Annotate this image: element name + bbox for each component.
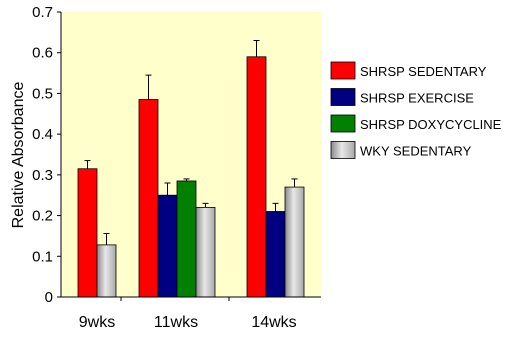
bar-11wks-2 — [157, 194, 178, 298]
legend: SHRSP SEDENTARY SHRSP EXERCISE SHRSP DOXYC… — [330, 61, 502, 159]
bar-11wks-1 — [138, 99, 159, 298]
y-tick-label: 0.4 — [32, 126, 53, 143]
legend-swatch — [330, 114, 356, 133]
y-axis-label: Relative Absorbance — [10, 82, 27, 229]
bar-14wks-1 — [246, 56, 267, 298]
bar-11wks-4 — [195, 207, 216, 298]
axes-layer: 0 0.1 0.2 0.3 0.4 0.5 0.6 0.7 9wks 11wks 14wks — [32, 4, 321, 331]
legend-label: SHRSP SEDENTARY — [360, 64, 487, 79]
x-tick-label: 9wks — [79, 314, 115, 331]
bar-14wks-2 — [265, 211, 286, 298]
y-tick-label: 0 — [45, 289, 53, 306]
x-tick-label: 14wks — [251, 314, 296, 331]
x-tick-label: 11wks — [154, 314, 198, 331]
bar-9wks-1 — [77, 168, 98, 298]
legend-swatch — [330, 61, 356, 80]
y-tick-label: 0.1 — [32, 248, 53, 265]
y-tick-label: 0.7 — [32, 4, 53, 21]
y-tick-label: 0.3 — [32, 167, 53, 184]
y-tick-label: 0.2 — [32, 208, 53, 225]
bar-9wks-4 — [96, 244, 117, 298]
legend-label: SHRSP EXERCISE — [360, 91, 474, 106]
legend-swatch — [330, 141, 356, 159]
bar-11wks-3 — [176, 180, 197, 298]
bar-14wks-4 — [284, 186, 305, 298]
bars-layer — [77, 40, 305, 298]
legend-swatch — [330, 88, 356, 106]
y-tick-label: 0.6 — [32, 45, 53, 62]
y-tick-label: 0.5 — [32, 85, 53, 102]
legend-label: SHRSP DOXYCYCLINE — [360, 117, 502, 132]
legend-label: WKY SEDENTARY — [360, 144, 472, 159]
